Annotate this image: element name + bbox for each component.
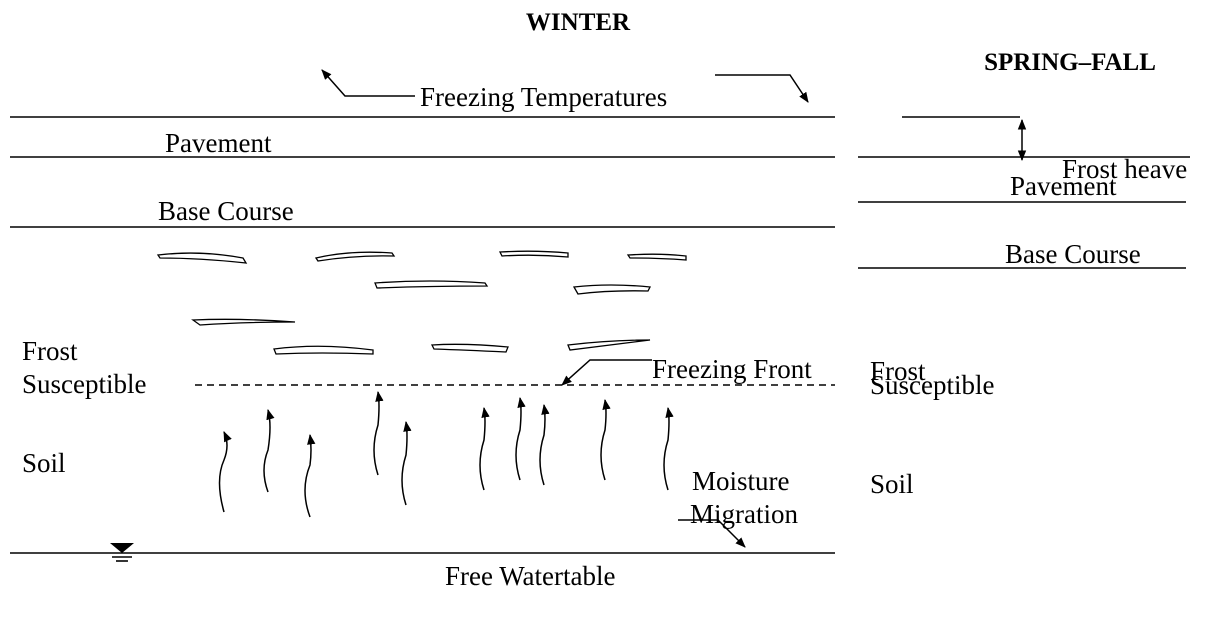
label: Soil: [870, 469, 914, 499]
label: Free Watertable: [445, 561, 616, 591]
layout: [10, 69, 1190, 562]
label: Susceptible: [870, 370, 994, 400]
label: Freezing Front: [652, 354, 812, 384]
label: Base Course: [1005, 239, 1141, 269]
label: Moisture: [692, 466, 790, 496]
label: Freezing Temperatures: [420, 82, 667, 112]
label: Susceptible: [22, 369, 146, 399]
winter-title: WINTER: [526, 9, 631, 36]
label: Pavement: [165, 128, 272, 158]
label: Frost: [22, 336, 78, 366]
label: Frost heave: [1062, 154, 1187, 184]
label: Base Course: [158, 196, 294, 226]
label: Soil: [22, 448, 66, 478]
label: Frost: [870, 356, 926, 386]
spring-fall-title: SPRING–FALL: [984, 49, 1156, 76]
label: Pavement: [1010, 171, 1117, 201]
label: Migration: [690, 499, 798, 529]
